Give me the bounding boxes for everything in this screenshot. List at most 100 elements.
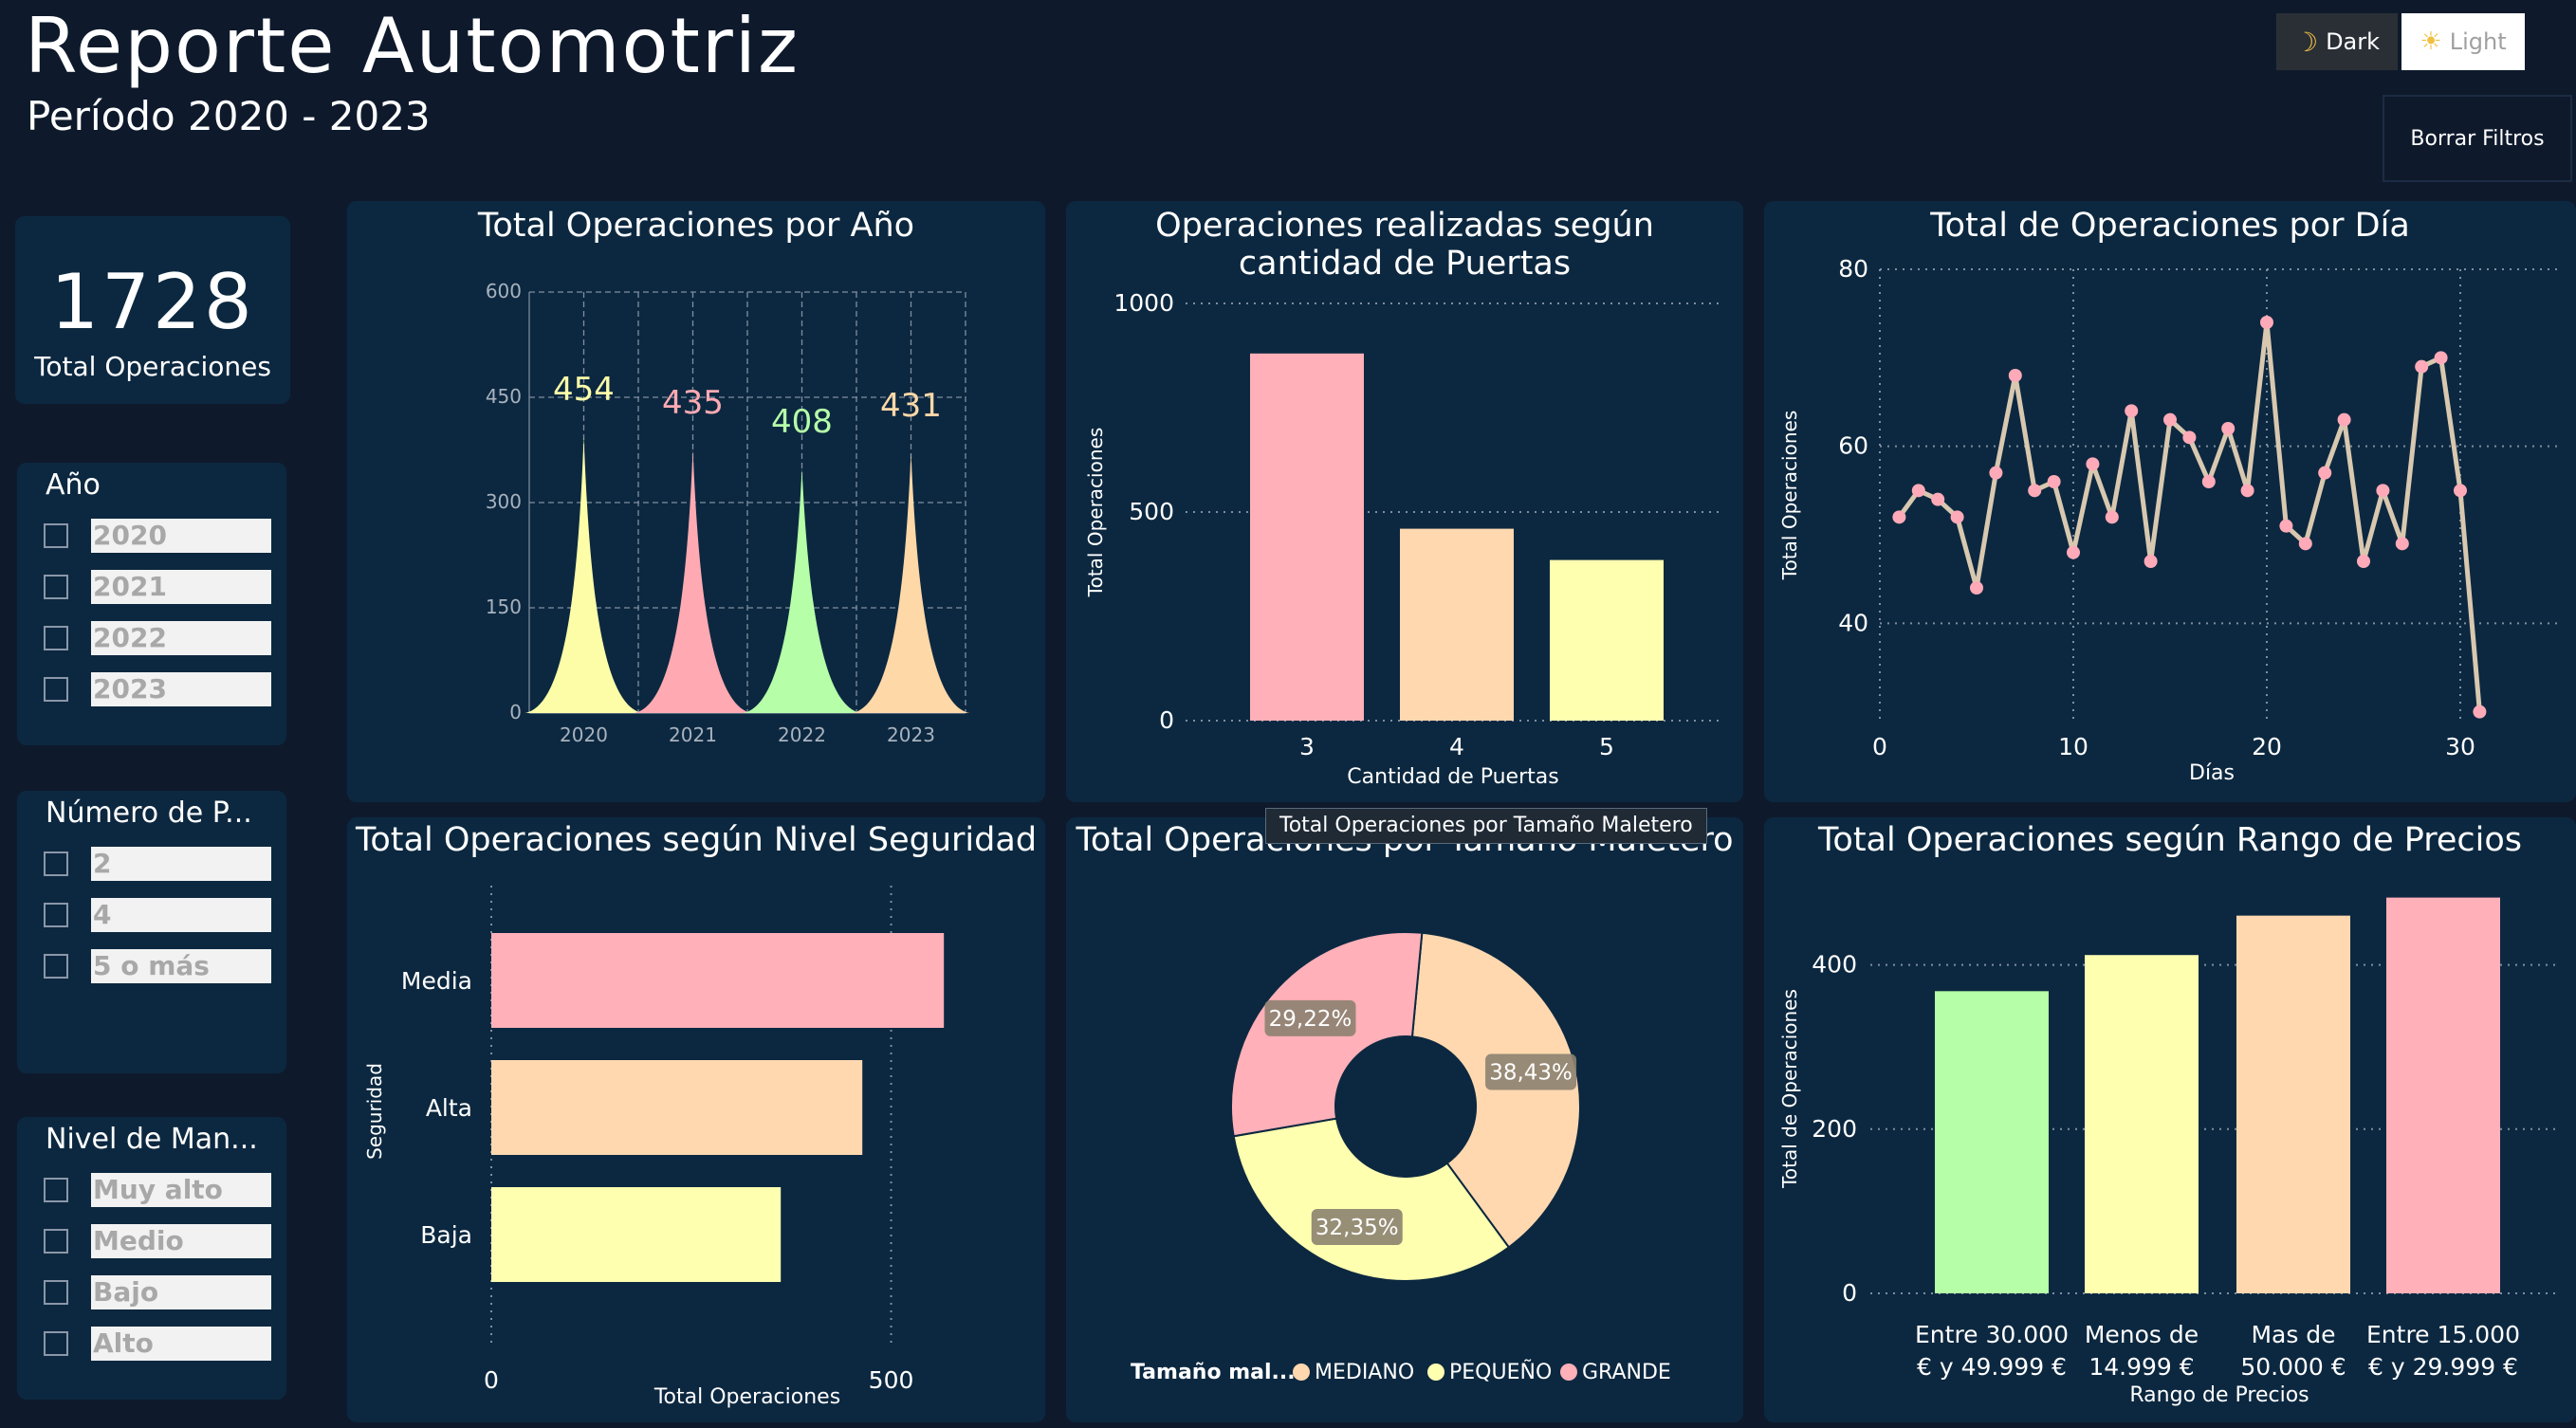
bar-media [491, 933, 945, 1028]
legend-marker [1560, 1364, 1577, 1381]
series-line [1897, 320, 2482, 712]
maintenance-option-medio[interactable]: Medio [44, 1223, 271, 1259]
checkbox[interactable] [44, 626, 68, 650]
dark-theme-button[interactable]: ☽ Dark [2276, 13, 2398, 70]
data-label: 435 [662, 384, 724, 422]
data-point [2105, 510, 2119, 524]
day-line-chart: 40 60 80 0 10 20 30 Días Total Operaciones [1778, 255, 2557, 785]
safety-bar-chart: 0 500 Media Alta Baja Total Operaciones Seguri… [363, 886, 945, 1409]
maintenance-option-label: Bajo [91, 1275, 271, 1309]
y-axis-title: Total de Operaciones [1778, 989, 1801, 1189]
maintenance-option-label: Medio [91, 1224, 271, 1258]
checkbox[interactable] [44, 677, 68, 702]
doors-slicer-title: Número de P... [46, 796, 252, 830]
data-point [1892, 510, 1906, 524]
x-tick-label: 2022 [778, 723, 826, 746]
data-label: 431 [880, 387, 942, 425]
year-option-2020[interactable]: 2020 [44, 518, 271, 554]
data-point [2221, 422, 2236, 435]
y-axis-title: Total Operaciones [1084, 428, 1107, 597]
year-slicer: Año 2020 2021 2022 2023 [17, 463, 286, 745]
chart-title-day: Total de Operaciones por Día [1930, 207, 2410, 245]
chart-title-year: Total Operaciones por Año [477, 207, 915, 245]
legend-label: GRANDE [1582, 1361, 1671, 1384]
y-tick-label: Baja [420, 1221, 472, 1249]
data-point [2028, 484, 2042, 498]
chart-title-doors: Operaciones realizadas según cantidad de… [1155, 207, 1654, 283]
data-point [1950, 510, 1964, 524]
data-label: 29,22% [1269, 1007, 1352, 1032]
x-tick-label: 3 [1299, 733, 1315, 760]
data-label-box [1264, 999, 1356, 1036]
data-point [2434, 351, 2448, 365]
maintenance-option-bajo[interactable]: Bajo [44, 1274, 271, 1310]
kpi-label: Total Operaciones [34, 351, 271, 382]
checkbox[interactable] [44, 851, 68, 876]
y-tick-label: Alta [426, 1094, 472, 1122]
sun-icon: ☀ [2420, 27, 2442, 56]
y-tick-label: 300 [486, 490, 522, 513]
checkbox[interactable] [44, 954, 68, 979]
year-option-2021[interactable]: 2021 [44, 569, 271, 605]
chart-panel-doors: Operaciones realizadas según cantidad de… [1066, 201, 1743, 802]
data-point [2182, 430, 2197, 445]
slice-pequeño [1232, 1117, 1511, 1282]
clear-filters-button[interactable]: Borrar Filtros [2383, 95, 2572, 182]
y-tick-label: 600 [486, 280, 522, 302]
bar-price-range [2236, 915, 2350, 1293]
checkbox[interactable] [44, 523, 68, 548]
maintenance-option-label: Muy alto [91, 1173, 271, 1207]
price-bar-chart: 0 200 400 Entre 30.000 € y 49.999 € Menos de 1… [1778, 897, 2557, 1407]
data-point [2279, 519, 2293, 533]
bar-price-range [2085, 955, 2199, 1293]
moon-icon: ☽ [2293, 26, 2319, 58]
x-tick-label: 30 [2445, 733, 2475, 760]
x-tick-label: 0 [484, 1366, 499, 1394]
chart-panel-safety: Total Operaciones según Nivel Seguridad … [347, 817, 1045, 1422]
doors-option-label: 5 o más [91, 949, 271, 983]
x-tick-label: 0 [1872, 733, 1887, 760]
maintenance-option-label: Alto [91, 1327, 271, 1361]
checkbox[interactable] [44, 1229, 68, 1254]
x-tick-label: € y 29.999 € [2368, 1353, 2518, 1381]
data-label: 32,35% [1316, 1216, 1399, 1240]
y-tick-label: 450 [486, 385, 522, 408]
y-tick-label: 0 [1159, 706, 1174, 734]
year-area-chart: 0 150 300 450 600 454 2020 435 2021 408 2022 431 202… [486, 280, 970, 746]
report-title: Reporte Automotriz [25, 2, 800, 90]
legend-marker [1293, 1364, 1310, 1381]
data-point [2067, 545, 2080, 559]
x-tick-label: 14.999 € [2088, 1353, 2194, 1381]
data-point [2240, 484, 2254, 498]
x-tick-label: 20 [2252, 733, 2282, 760]
legend-title: Tamaño mal... [1131, 1361, 1296, 1384]
maintenance-option-muy-alto[interactable]: Muy alto [44, 1172, 271, 1208]
light-theme-button[interactable]: ☀ Light [2401, 13, 2525, 70]
data-label: 454 [553, 371, 615, 409]
x-tick-label: 50.000 € [2240, 1353, 2346, 1381]
x-tick-label: 4 [1449, 733, 1464, 760]
doors-bar-chart: 0 500 1000 3 4 5 Cantidad de Puertas Total Oper… [1084, 289, 1720, 789]
checkbox[interactable] [44, 1178, 68, 1202]
checkbox[interactable] [44, 575, 68, 599]
kpi-value: 1728 [50, 258, 255, 346]
year-option-label: 2021 [91, 570, 271, 604]
doors-option-5-or-more[interactable]: 5 o más [44, 948, 271, 984]
y-tick-label: 500 [1129, 498, 1174, 525]
checkbox[interactable] [44, 1331, 68, 1356]
checkbox[interactable] [44, 903, 68, 927]
data-point [2260, 316, 2273, 329]
doors-option-4[interactable]: 4 [44, 897, 271, 933]
y-axis-title: Seguridad [363, 1063, 386, 1160]
doors-option-label: 4 [91, 898, 271, 932]
year-option-2023[interactable]: 2023 [44, 671, 271, 707]
bar-baja [491, 1187, 782, 1282]
data-point [2395, 537, 2409, 551]
maintenance-option-alto[interactable]: Alto [44, 1326, 271, 1362]
checkbox[interactable] [44, 1280, 68, 1305]
doors-option-2[interactable]: 2 [44, 846, 271, 882]
year-option-2022[interactable]: 2022 [44, 620, 271, 656]
x-axis-title: Rango de Precios [2129, 1383, 2309, 1407]
x-tick-label: Mas de [2251, 1321, 2335, 1348]
x-tick-label: 500 [869, 1366, 914, 1394]
